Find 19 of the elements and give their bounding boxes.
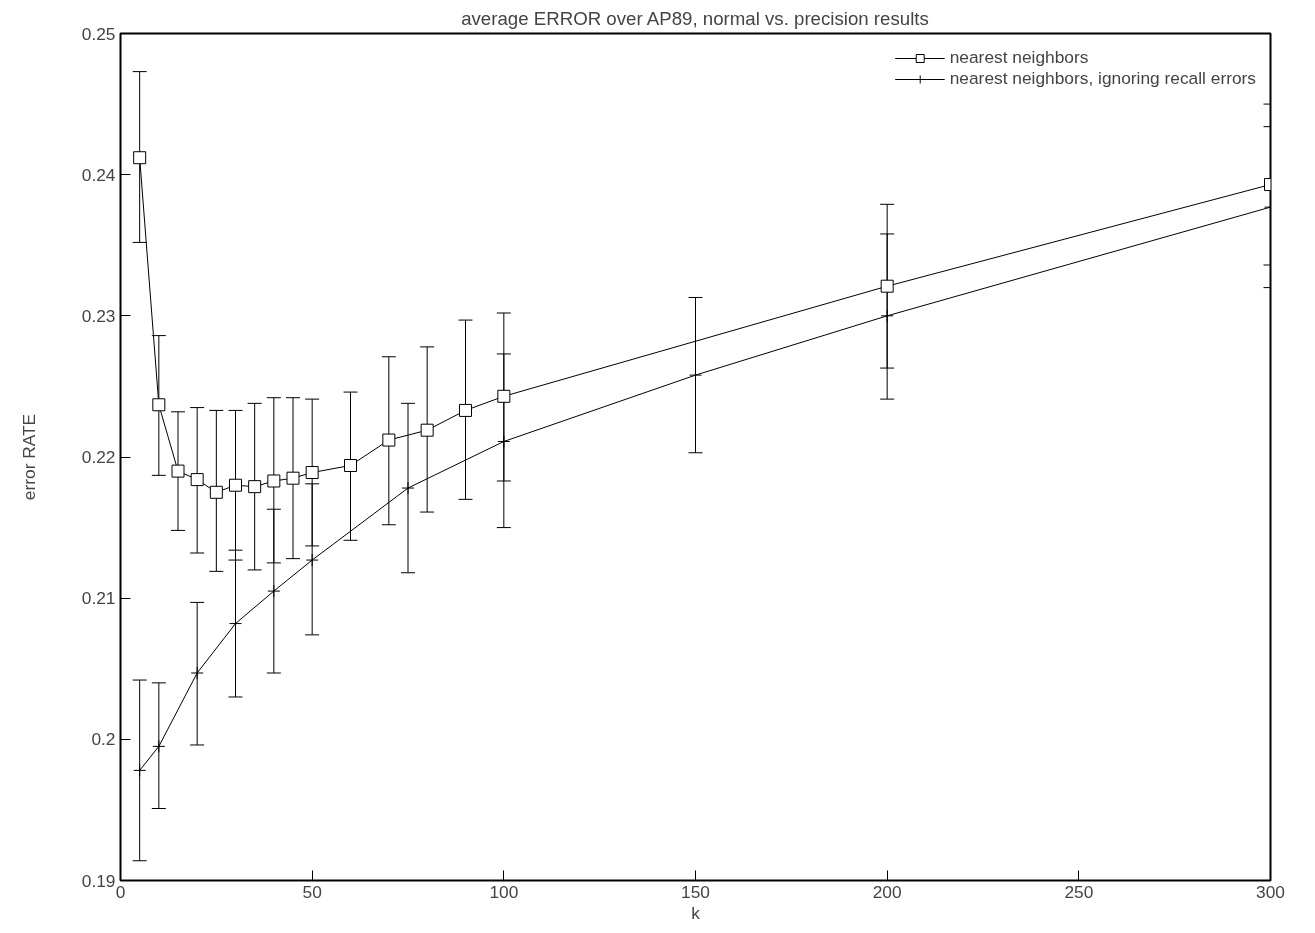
y-tick-label: 0.19	[81, 870, 116, 891]
y-tick-label: 0.2	[91, 729, 116, 750]
chart-title: average ERROR over AP89, normal vs. precision results	[461, 7, 929, 29]
y-tick-label: 0.21	[81, 588, 116, 609]
x-tick-label: 300	[1256, 881, 1285, 902]
y-tick-label: 0.24	[81, 164, 116, 185]
y-tick-label: 0.23	[81, 305, 116, 326]
x-tick-label: 200	[872, 881, 902, 902]
x-tick-label: 0	[115, 881, 126, 902]
x-tick-label: 150	[681, 881, 710, 902]
legend-label: nearest neighbors	[949, 47, 1089, 68]
x-tick-label: 250	[1064, 881, 1094, 902]
y-tick-label: 0.25	[81, 23, 116, 44]
legend-label: nearest neighbors, ignoring recall errors	[949, 68, 1256, 89]
x-tick-label: 50	[302, 881, 322, 902]
y-tick-label: 0.22	[81, 447, 116, 467]
x-axis-title: k	[691, 902, 701, 923]
x-tick-label: 100	[489, 881, 519, 902]
y-axis-title: error RATE	[18, 413, 39, 501]
